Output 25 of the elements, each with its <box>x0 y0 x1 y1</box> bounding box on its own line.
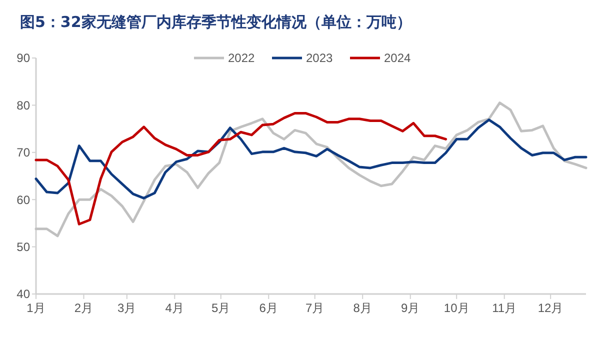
x-tick-label: 12月 <box>538 301 564 315</box>
x-tick-label: 10月 <box>444 301 470 315</box>
x-tick-label: 3月 <box>118 301 136 315</box>
legend-label: 2024 <box>384 51 412 66</box>
line-series <box>34 102 588 238</box>
y-tick-label: 90 <box>16 51 30 66</box>
x-tick-label: 1月 <box>26 301 46 315</box>
chart-title: 图5：32家无缝管厂内库存季节性变化情况（单位：万吨） <box>20 13 412 31</box>
x-tick-label: 9月 <box>401 301 420 315</box>
y-tick-label: 70 <box>16 146 30 160</box>
y-tick-label: 60 <box>16 192 30 207</box>
x-tick-label: 4月 <box>165 301 184 315</box>
x-tick-label: 11月 <box>492 301 517 315</box>
x-tick-label: 7月 <box>306 301 324 315</box>
line-series <box>34 118 588 200</box>
x-tick-label: 2月 <box>74 301 94 315</box>
y-tick-label: 50 <box>16 240 30 254</box>
y-tick-label: 80 <box>16 98 30 112</box>
x-tick-label: 8月 <box>353 301 372 315</box>
line-series <box>34 112 448 226</box>
x-tick-label: 6月 <box>259 301 278 315</box>
legend-label: 2022 <box>228 51 256 66</box>
legend-label: 2023 <box>306 51 334 66</box>
x-tick-label: 5月 <box>212 301 230 315</box>
y-tick-label: 40 <box>16 287 30 302</box>
